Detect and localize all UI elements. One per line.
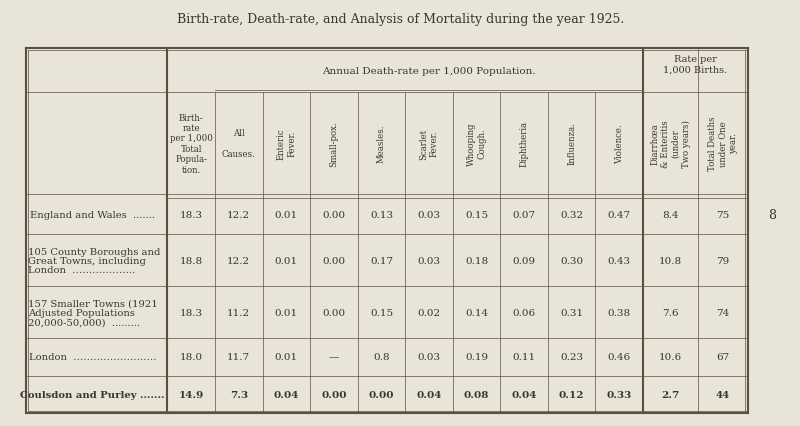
Text: 157 Smaller Towns (1921: 157 Smaller Towns (1921 <box>28 299 158 308</box>
Text: 0.01: 0.01 <box>275 256 298 265</box>
Text: 0.00: 0.00 <box>322 210 346 219</box>
Text: 0.19: 0.19 <box>465 353 488 362</box>
Text: 0.04: 0.04 <box>274 390 299 399</box>
Text: 79: 79 <box>717 256 730 265</box>
Text: 0.47: 0.47 <box>608 210 631 219</box>
Text: 75: 75 <box>717 210 730 219</box>
Text: 0.15: 0.15 <box>370 308 393 317</box>
Text: 0.00: 0.00 <box>369 390 394 399</box>
Text: 67: 67 <box>717 353 730 362</box>
Text: Rate per
1,000 Births.: Rate per 1,000 Births. <box>663 55 728 74</box>
Text: 0.43: 0.43 <box>608 256 631 265</box>
Text: Total Deaths
under One
year.: Total Deaths under One year. <box>708 116 738 171</box>
Text: Measles.: Measles. <box>377 124 386 163</box>
Text: 0.12: 0.12 <box>559 390 585 399</box>
Text: Diarrhœa
& Enteritis
(under
Two years): Diarrhœa & Enteritis (under Two years) <box>650 120 691 168</box>
Text: Coulsdon and Purley .......: Coulsdon and Purley ....... <box>20 390 165 399</box>
Text: 11.7: 11.7 <box>227 353 250 362</box>
Text: Whooping
Cough.: Whooping Cough. <box>467 122 486 165</box>
Text: 0.03: 0.03 <box>418 256 441 265</box>
Text: 0.07: 0.07 <box>513 210 536 219</box>
Text: 0.03: 0.03 <box>418 210 441 219</box>
Text: 0.33: 0.33 <box>606 390 632 399</box>
Text: Adjusted Populations: Adjusted Populations <box>28 308 135 317</box>
Text: 0.11: 0.11 <box>513 353 536 362</box>
Text: 18.3: 18.3 <box>180 210 203 219</box>
Text: 14.9: 14.9 <box>178 390 204 399</box>
Text: 0.09: 0.09 <box>513 256 536 265</box>
Text: London  ……………….: London ………………. <box>28 266 135 275</box>
Text: 0.04: 0.04 <box>511 390 537 399</box>
Text: 20,000-50,000)  .........: 20,000-50,000) ......... <box>28 317 140 326</box>
Text: 0.00: 0.00 <box>322 256 346 265</box>
Text: Birth-
rate
per 1,000
Total
Popula-
tion.: Birth- rate per 1,000 Total Popula- tion… <box>170 113 213 174</box>
Text: Diphtheria: Diphtheria <box>520 121 529 167</box>
Text: 0.01: 0.01 <box>275 353 298 362</box>
Text: 11.2: 11.2 <box>227 308 250 317</box>
Text: 74: 74 <box>717 308 730 317</box>
Text: 105 County Boroughs and: 105 County Boroughs and <box>28 247 160 256</box>
Text: Scarlet
Fever.: Scarlet Fever. <box>419 128 438 159</box>
Text: 12.2: 12.2 <box>227 256 250 265</box>
Text: 0.01: 0.01 <box>275 210 298 219</box>
Text: 0.00: 0.00 <box>322 308 346 317</box>
Text: Great Towns, including: Great Towns, including <box>28 256 146 265</box>
Text: Annual Death-rate per 1,000 Population.: Annual Death-rate per 1,000 Population. <box>322 66 536 75</box>
Text: 18.0: 18.0 <box>180 353 203 362</box>
Text: 0.15: 0.15 <box>465 210 488 219</box>
Text: 0.08: 0.08 <box>464 390 490 399</box>
Text: Enteric
Fever.: Enteric Fever. <box>277 128 296 159</box>
Text: 0.23: 0.23 <box>560 353 583 362</box>
Text: 0.46: 0.46 <box>608 353 631 362</box>
Text: 0.03: 0.03 <box>418 353 441 362</box>
Text: 7.6: 7.6 <box>662 308 679 317</box>
Text: 0.38: 0.38 <box>608 308 631 317</box>
Text: London  …………………….: London ……………………. <box>29 353 156 362</box>
Text: 10.8: 10.8 <box>659 256 682 265</box>
Text: 0.01: 0.01 <box>275 308 298 317</box>
Text: —: — <box>329 353 339 362</box>
Text: 8: 8 <box>768 208 776 221</box>
Text: 10.6: 10.6 <box>659 353 682 362</box>
Text: 0.18: 0.18 <box>465 256 488 265</box>
Text: 0.17: 0.17 <box>370 256 393 265</box>
Text: 0.00: 0.00 <box>321 390 346 399</box>
Text: 0.30: 0.30 <box>560 256 583 265</box>
Text: All

Causes.: All Causes. <box>222 129 256 158</box>
Text: 18.8: 18.8 <box>180 256 203 265</box>
Text: 2.7: 2.7 <box>662 390 680 399</box>
Text: 44: 44 <box>716 390 730 399</box>
Text: 0.04: 0.04 <box>416 390 442 399</box>
Text: England and Wales  .......: England and Wales ....... <box>30 210 155 219</box>
Text: Violence.: Violence. <box>614 124 624 164</box>
Text: 0.8: 0.8 <box>374 353 390 362</box>
Text: Birth-rate, Death-rate, and Analysis of Mortality during the year 1925.: Birth-rate, Death-rate, and Analysis of … <box>178 13 625 26</box>
Text: Small-pox.: Small-pox. <box>330 121 338 167</box>
Text: 0.02: 0.02 <box>418 308 441 317</box>
Text: 0.06: 0.06 <box>513 308 536 317</box>
Text: Influenza.: Influenza. <box>567 122 576 165</box>
Text: 0.31: 0.31 <box>560 308 583 317</box>
Text: 0.14: 0.14 <box>465 308 488 317</box>
Text: 12.2: 12.2 <box>227 210 250 219</box>
Text: 0.32: 0.32 <box>560 210 583 219</box>
Text: 7.3: 7.3 <box>230 390 248 399</box>
Text: 8.4: 8.4 <box>662 210 679 219</box>
Text: 0.13: 0.13 <box>370 210 393 219</box>
Text: 18.3: 18.3 <box>180 308 203 317</box>
